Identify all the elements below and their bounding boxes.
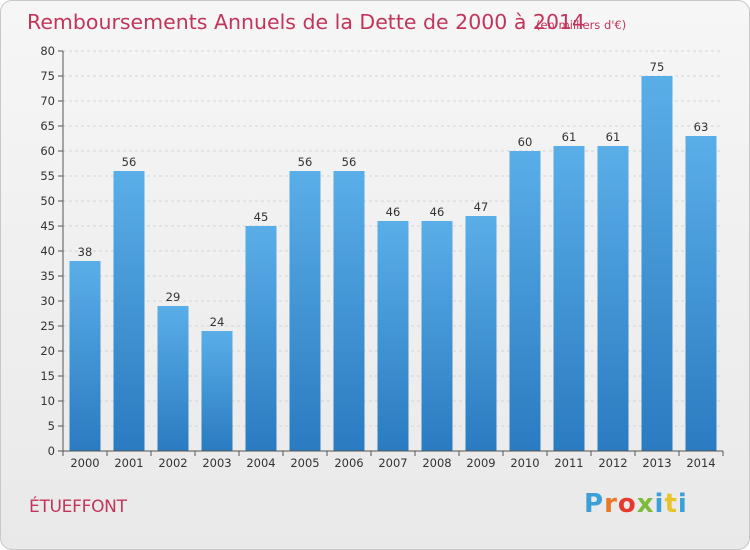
bar-value-2003: 24 bbox=[210, 315, 225, 329]
x-tick-label-2009: 2009 bbox=[466, 456, 495, 470]
bar-value-2005: 56 bbox=[298, 155, 313, 169]
x-axis: 2000 2001 2002 2003 2004 2005 2006 2007 2008 2009… bbox=[62, 450, 724, 470]
x-tick-label-2013: 2013 bbox=[642, 456, 671, 470]
bar-2005 bbox=[289, 171, 321, 451]
bar-value-2007: 46 bbox=[386, 205, 401, 219]
bar-value-2008: 46 bbox=[430, 205, 445, 219]
y-tick-label-35: 35 bbox=[40, 269, 55, 283]
y-tick-label-60: 60 bbox=[40, 144, 55, 158]
bar-value-2014: 63 bbox=[694, 120, 709, 134]
bar-value-2006: 56 bbox=[342, 155, 357, 169]
logo-letter: t bbox=[664, 489, 678, 519]
bar-2014 bbox=[685, 136, 717, 451]
logo-letter: i bbox=[677, 489, 688, 519]
bar-2013 bbox=[641, 76, 673, 451]
y-tick-label-20: 20 bbox=[40, 344, 55, 358]
bar-value-2004: 45 bbox=[254, 210, 269, 224]
x-tick-label-2008: 2008 bbox=[422, 456, 451, 470]
logo-letter: r bbox=[604, 489, 618, 519]
x-tick-label-2012: 2012 bbox=[598, 456, 627, 470]
y-tick-label-50: 50 bbox=[40, 194, 55, 208]
y-tick-label-65: 65 bbox=[40, 119, 55, 133]
y-tick-label-25: 25 bbox=[40, 319, 55, 333]
bar-2008 bbox=[421, 221, 453, 451]
bar-2007 bbox=[377, 221, 409, 451]
bar-value-2012: 61 bbox=[606, 130, 621, 144]
proxiti-logo: Proxiti bbox=[584, 489, 688, 519]
commune-name: ÉTUEFFONT bbox=[29, 497, 127, 517]
x-tick-label-2011: 2011 bbox=[554, 456, 583, 470]
bar-value-2009: 47 bbox=[474, 200, 489, 214]
bar-2006 bbox=[333, 171, 365, 451]
bar-2010 bbox=[509, 151, 541, 451]
x-tick-label-2014: 2014 bbox=[686, 456, 715, 470]
x-tick-label-2004: 2004 bbox=[246, 456, 275, 470]
y-tick-label-0: 0 bbox=[48, 444, 55, 458]
bar-value-2010: 60 bbox=[518, 135, 533, 149]
bar-value-2002: 29 bbox=[166, 290, 181, 304]
bar-value-2011: 61 bbox=[562, 130, 577, 144]
chart-subtitle: (en milliers d'€) bbox=[536, 18, 626, 32]
y-tick-label-55: 55 bbox=[40, 169, 55, 183]
bar-2000 bbox=[69, 261, 101, 451]
bar-2003 bbox=[201, 331, 233, 451]
logo-letter: o bbox=[617, 489, 637, 519]
x-tick-label-2007: 2007 bbox=[378, 456, 407, 470]
bar-2001 bbox=[113, 171, 145, 451]
bar-value-2013: 75 bbox=[650, 60, 665, 74]
y-tick-label-45: 45 bbox=[40, 219, 55, 233]
y-tick-label-5: 5 bbox=[48, 419, 55, 433]
x-tick-label-2002: 2002 bbox=[158, 456, 187, 470]
y-axis: 0 5 10 15 20 25 30 35 40 45 50 55 60 65 70 75 80 bbox=[40, 44, 64, 458]
chart-title: Remboursements Annuels de la Dette de 20… bbox=[27, 10, 585, 34]
y-tick-label-75: 75 bbox=[40, 69, 55, 83]
x-tick-label-2005: 2005 bbox=[290, 456, 319, 470]
bar-value-2001: 56 bbox=[122, 155, 137, 169]
x-tick-label-2000: 2000 bbox=[70, 456, 99, 470]
y-tick-label-70: 70 bbox=[40, 94, 55, 108]
x-tick-label-2003: 2003 bbox=[202, 456, 231, 470]
bars: 38 56 29 24 45 56 56 46 46 47 60 61 61 75 63 bbox=[69, 60, 717, 451]
x-tick-label-2001: 2001 bbox=[114, 456, 143, 470]
x-tick-label-2006: 2006 bbox=[334, 456, 363, 470]
y-tick-label-40: 40 bbox=[40, 244, 55, 258]
y-tick-label-10: 10 bbox=[40, 394, 55, 408]
y-tick-label-15: 15 bbox=[40, 369, 55, 383]
bar-2004 bbox=[245, 226, 277, 451]
logo-letter: x bbox=[636, 489, 655, 519]
bar-value-2000: 38 bbox=[78, 245, 93, 259]
logo-letter: P bbox=[584, 489, 605, 519]
bar-2011 bbox=[553, 146, 585, 451]
x-tick-label-2010: 2010 bbox=[510, 456, 539, 470]
y-tick-label-80: 80 bbox=[40, 44, 55, 58]
bar-2002 bbox=[157, 306, 189, 451]
logo-letter: i bbox=[654, 489, 665, 519]
y-tick-label-30: 30 bbox=[40, 294, 55, 308]
bar-2012 bbox=[597, 146, 629, 451]
bar-2009 bbox=[465, 216, 497, 451]
